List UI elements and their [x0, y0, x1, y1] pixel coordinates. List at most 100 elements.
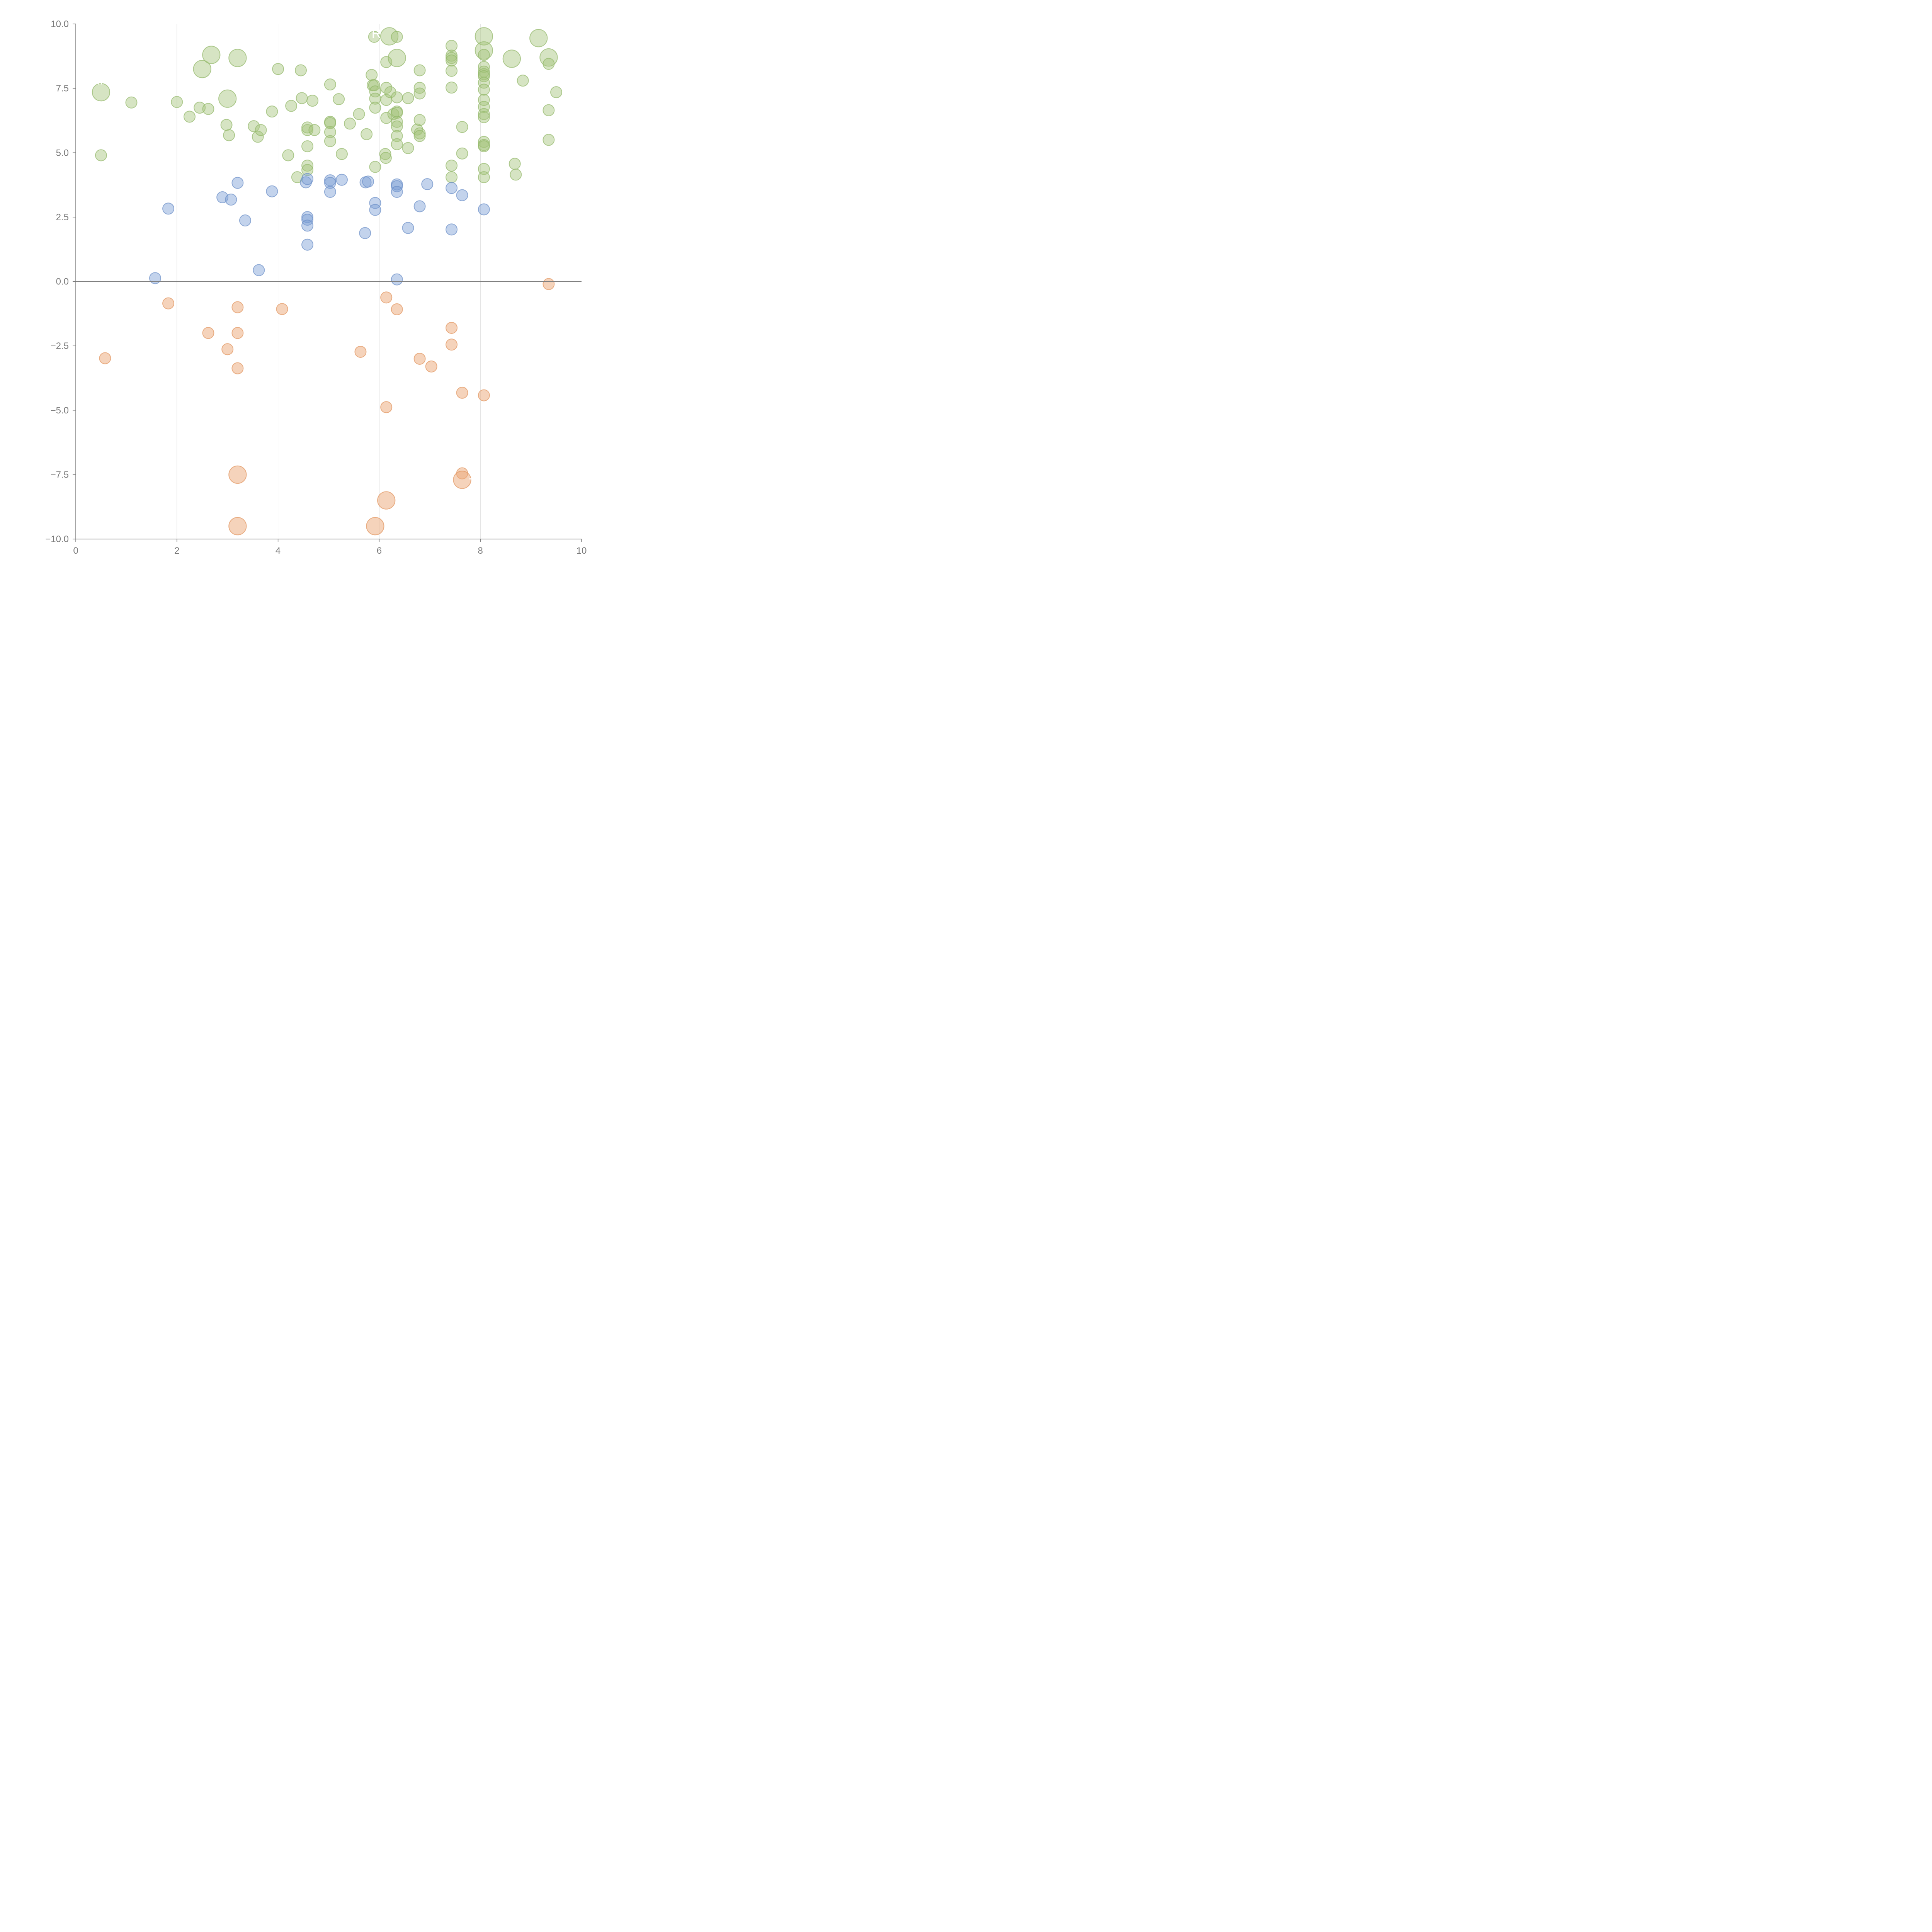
blue-bubble [324, 186, 336, 198]
green-bubble [391, 116, 403, 128]
orange-bubble [231, 362, 244, 374]
blue-bubble [402, 222, 414, 234]
green-bubble [308, 124, 321, 136]
orange-bubble [162, 297, 175, 310]
green-bubble [184, 111, 196, 123]
green-bubble [446, 65, 458, 77]
green-bubble [380, 56, 393, 68]
green-bubble [413, 127, 426, 139]
green-bubble [202, 103, 214, 115]
green-bubble [413, 64, 426, 77]
green-bubble [402, 92, 414, 104]
green-bubble [369, 161, 381, 173]
green-bubble [478, 101, 490, 113]
blue-bubble [231, 177, 244, 189]
green-bubble [478, 171, 490, 184]
green-bubble [95, 149, 107, 162]
orange-bubble [354, 345, 367, 358]
y-tick-label: 2.5 [56, 212, 69, 223]
blue-bubble [225, 194, 237, 206]
blue-bubble [301, 238, 314, 251]
green-bubble [266, 105, 278, 118]
orange-bubble [413, 352, 426, 365]
green-bubble [285, 100, 298, 112]
x-tick-label: 0 [73, 546, 78, 556]
green-bubble [368, 79, 380, 92]
green-bubble [223, 129, 235, 141]
green-bubble [296, 92, 308, 104]
blue-bubble [413, 200, 426, 213]
blue-bubble [391, 186, 403, 198]
blue-bubble [301, 219, 314, 232]
green-bubble [301, 124, 314, 136]
green-bubble [92, 83, 111, 102]
green-bubble [478, 108, 490, 120]
green-bubble [272, 63, 284, 75]
blue-bubble [301, 173, 314, 185]
green-bubble [478, 136, 490, 148]
green-bubble [324, 135, 336, 147]
blue-bubble [446, 223, 458, 236]
green-bubble [391, 138, 403, 150]
y-tick-label: 10.0 [51, 19, 69, 29]
green-bubble [301, 164, 314, 176]
green-bubble [228, 49, 247, 67]
green-bubble [344, 117, 356, 130]
green-bubble [543, 104, 555, 116]
green-bubble [391, 120, 403, 133]
y-tick-label: 0.0 [56, 277, 69, 287]
green-bubble [543, 58, 555, 70]
green-bubble [456, 121, 468, 133]
green-bubble [446, 171, 458, 184]
green-bubble [391, 91, 403, 104]
orange-bubble [478, 389, 490, 401]
green-bubble [502, 49, 521, 68]
blue-bubble [369, 204, 381, 216]
blue-bubble [239, 214, 252, 227]
annotation-label: 7 [244, 507, 252, 522]
green-bubble [391, 107, 403, 119]
green-bubble [336, 148, 348, 160]
orange-bubble [456, 386, 468, 399]
orange-bubble [231, 301, 244, 313]
orange-bubble [425, 360, 437, 372]
orange-bubble [231, 327, 244, 339]
green-bubble [446, 82, 458, 94]
x-tick-label: 8 [478, 546, 483, 556]
green-bubble [306, 95, 319, 107]
blue-bubble [478, 203, 490, 216]
x-tick-label: 4 [276, 546, 281, 556]
orange-bubble [377, 491, 396, 510]
scatter-chart: 0 2 4 6 8 10 −10.0 −7.5 −5.0 −2.5 0.0 2.5 5.0 7.5 10.0… [45, 19, 587, 556]
green-bubble [324, 78, 336, 91]
orange-bubble [380, 401, 393, 413]
x-tick-label: 10 [577, 546, 587, 556]
green-bubble [361, 128, 373, 140]
green-bubble [456, 147, 468, 160]
green-bubble [171, 96, 183, 108]
green-bubble [478, 61, 490, 73]
y-tick-label: −7.5 [51, 469, 69, 480]
green-bubble [446, 54, 458, 67]
green-bubble [324, 126, 336, 138]
blue-bubble [359, 227, 371, 239]
green-bubble [301, 140, 314, 153]
green-bubble [478, 163, 490, 175]
blue-bubble [301, 211, 314, 223]
green-bubble [380, 112, 393, 124]
green-bubble [388, 49, 406, 67]
green-bubble [252, 131, 264, 143]
blue-bubble [336, 173, 348, 186]
orange-bubble [453, 471, 471, 489]
green-bubble [478, 83, 490, 96]
green-bubble [478, 111, 490, 123]
blue-bubble [162, 202, 175, 215]
green-bubble [379, 152, 392, 164]
blue-bubble [391, 273, 403, 286]
annotation-label: Bi [380, 480, 392, 495]
orange-bubble [276, 303, 288, 315]
annotation-label: R [372, 27, 381, 41]
green-bubble [517, 75, 529, 87]
y-tick-label: −10.0 [45, 534, 69, 544]
green-bubble [220, 119, 233, 131]
